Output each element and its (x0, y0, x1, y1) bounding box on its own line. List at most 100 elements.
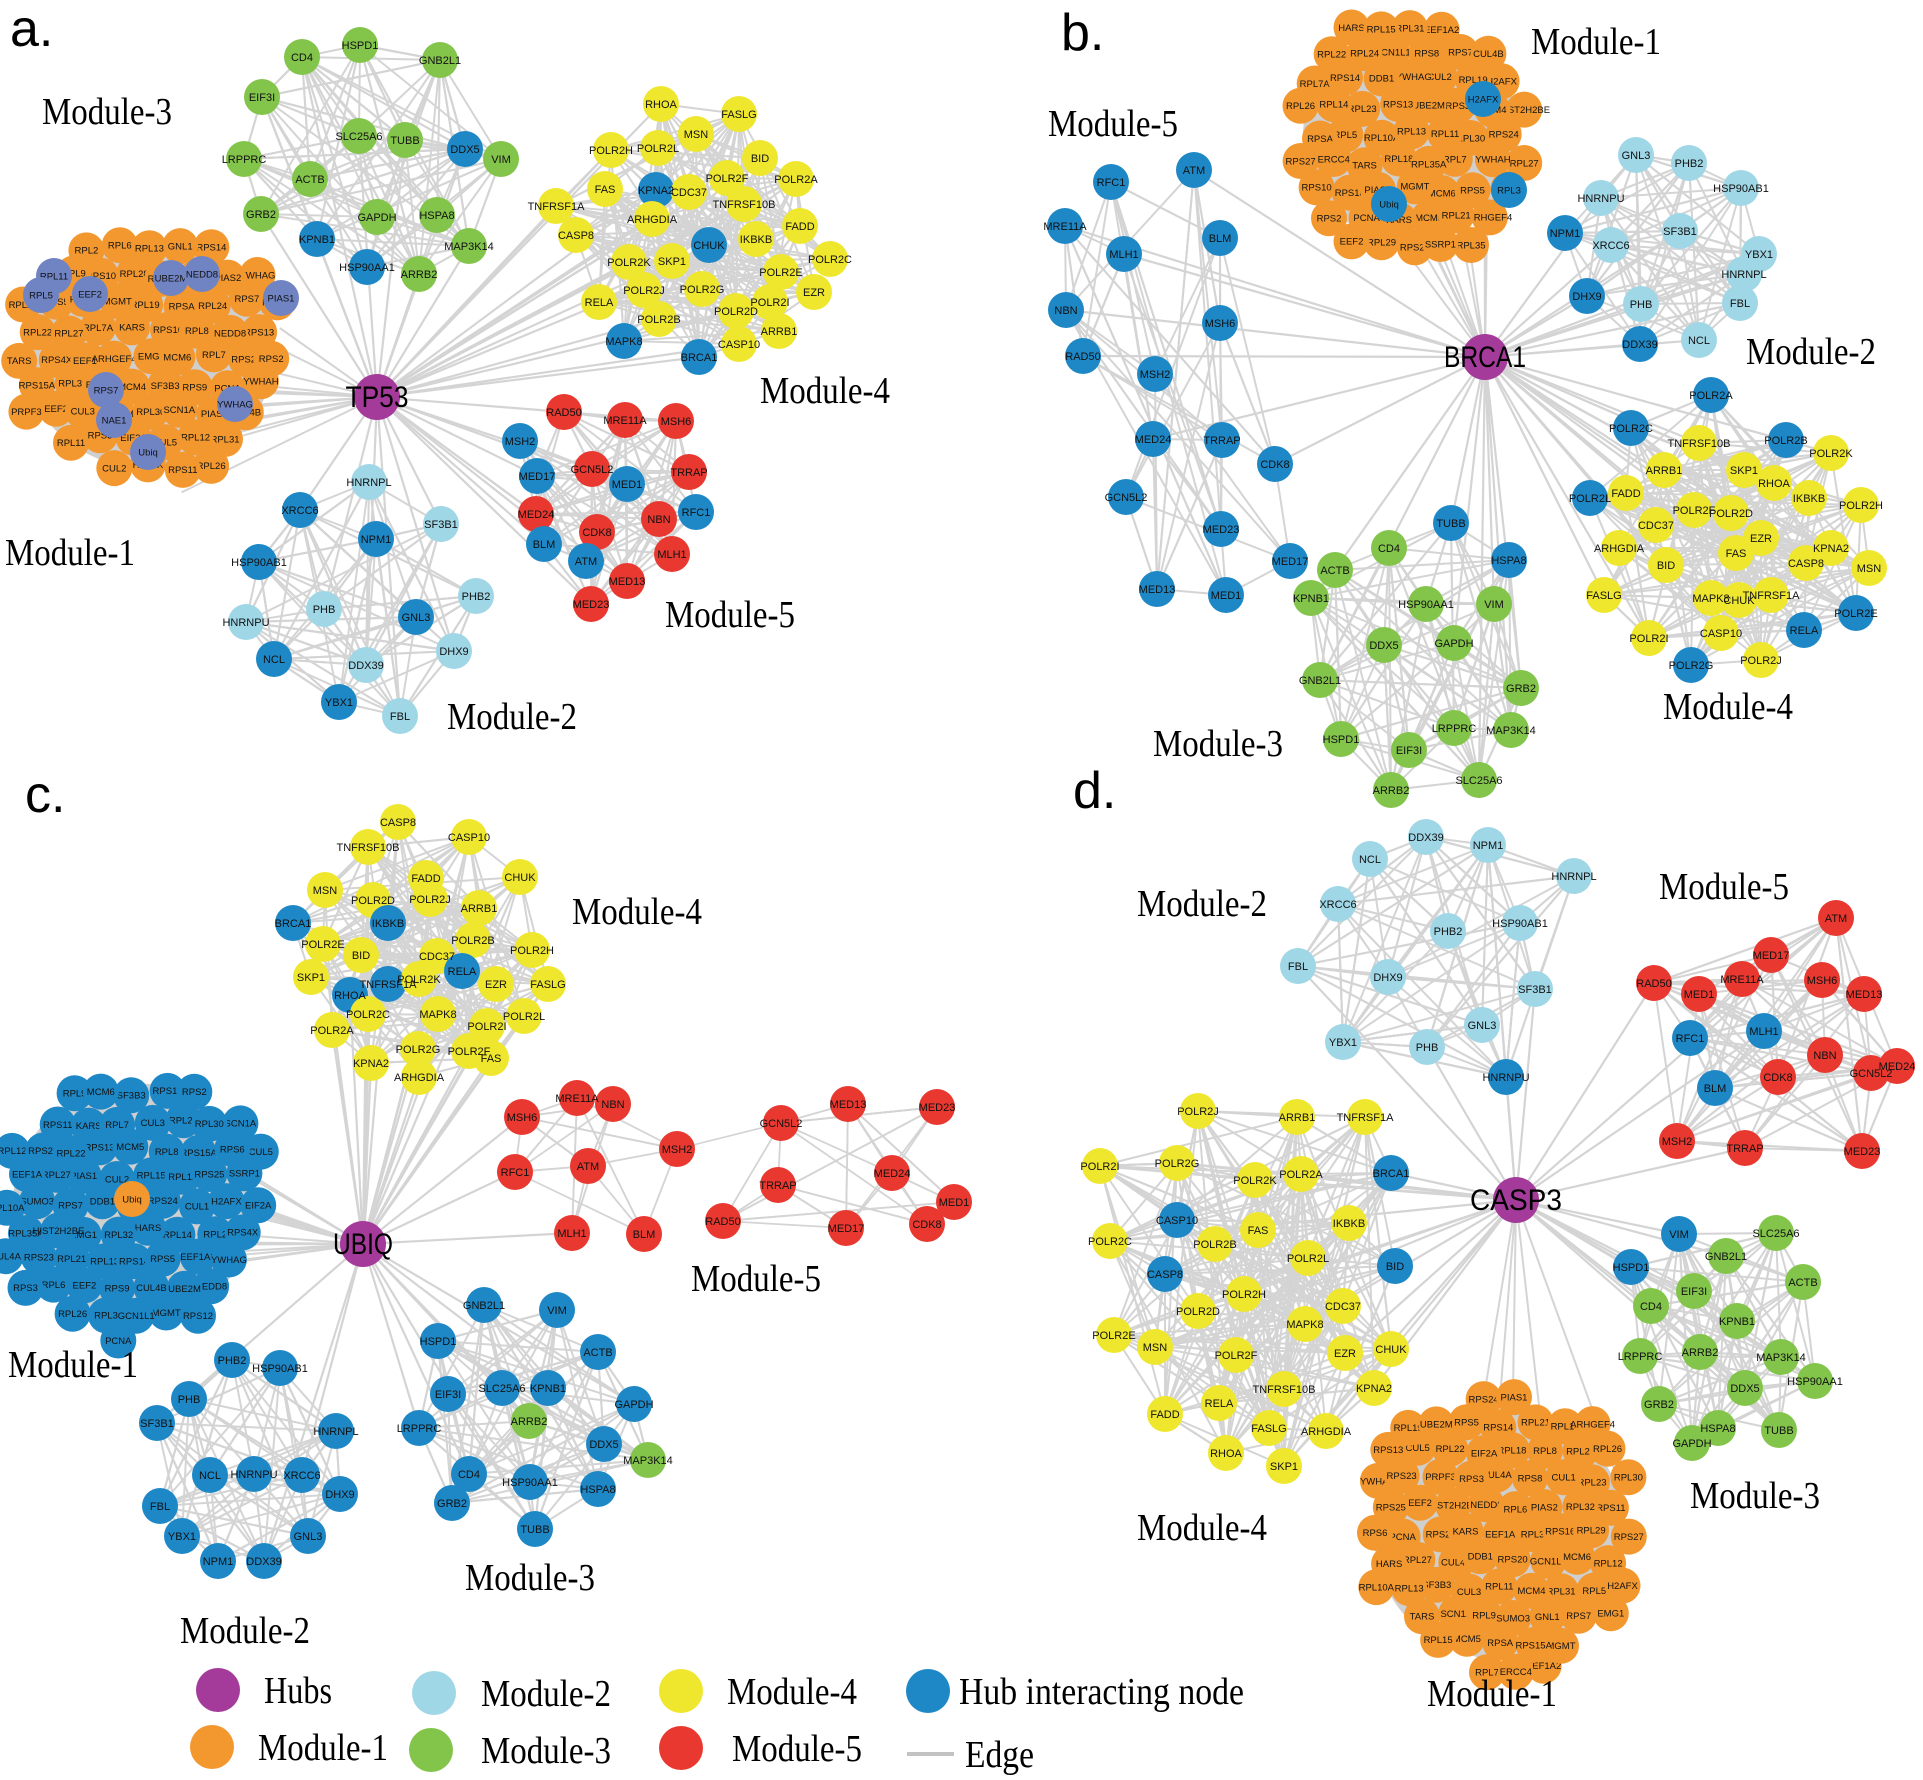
svg-text:KPNA2: KPNA2 (1356, 1383, 1392, 1395)
svg-text:MAPK8: MAPK8 (1692, 593, 1729, 605)
svg-text:RPL7: RPL7 (1443, 154, 1467, 165)
svg-text:ARRB2: ARRB2 (1373, 785, 1410, 797)
svg-text:CASP10: CASP10 (1156, 1215, 1198, 1227)
svg-text:POLR2H: POLR2H (1839, 500, 1883, 512)
svg-text:MED13: MED13 (1139, 584, 1176, 596)
svg-text:HSPA8: HSPA8 (580, 1484, 615, 1496)
svg-text:RPL11: RPL11 (40, 271, 68, 282)
svg-text:GNL1: GNL1 (168, 242, 193, 253)
svg-text:GCN1L1: GCN1L1 (1374, 48, 1411, 59)
svg-text:NBN: NBN (1054, 305, 1077, 317)
svg-text:MGMT: MGMT (152, 1308, 181, 1319)
svg-text:KPNA2: KPNA2 (353, 1058, 389, 1070)
svg-text:CUL4A: CUL4A (0, 1252, 22, 1263)
svg-text:YWHAH: YWHAH (243, 377, 279, 388)
svg-text:RPS10: RPS10 (1302, 183, 1332, 194)
svg-text:SLC25A6: SLC25A6 (1752, 1228, 1799, 1240)
svg-text:POLR2C: POLR2C (346, 1009, 390, 1021)
svg-text:TNFRSF10B: TNFRSF10B (337, 842, 400, 854)
svg-text:CUL4B: CUL4B (1441, 1558, 1472, 1569)
svg-text:DDB1: DDB1 (90, 1197, 115, 1208)
svg-text:Module-5: Module-5 (1659, 866, 1789, 908)
svg-text:Module-1: Module-1 (5, 532, 135, 574)
svg-text:MED23: MED23 (1203, 524, 1240, 536)
svg-text:FADD: FADD (411, 873, 440, 885)
svg-text:FADD: FADD (785, 221, 814, 233)
svg-text:EEF1A2: EEF1A2 (180, 1252, 215, 1263)
svg-text:POLR2G: POLR2G (1669, 660, 1714, 672)
svg-text:RPL6: RPL6 (1504, 1505, 1528, 1516)
svg-text:RPS23: RPS23 (24, 1253, 54, 1264)
svg-text:RPS8: RPS8 (1414, 49, 1439, 60)
svg-text:d.: d. (1073, 762, 1116, 820)
svg-text:PHB2: PHB2 (1675, 158, 1704, 170)
svg-text:HARS: HARS (1376, 1559, 1402, 1570)
svg-text:CDK8: CDK8 (1763, 1072, 1792, 1084)
svg-text:UBIQ: UBIQ (333, 1228, 393, 1261)
svg-text:UBE2M: UBE2M (1420, 1420, 1453, 1431)
svg-text:EIF2A: EIF2A (120, 433, 147, 444)
svg-text:LRPPRC: LRPPRC (1618, 1351, 1663, 1363)
svg-text:PHB: PHB (1416, 1042, 1439, 1054)
svg-text:RPL31: RPL31 (1546, 1587, 1575, 1598)
svg-text:Hub interacting node: Hub interacting node (959, 1671, 1244, 1713)
svg-text:TARS: TARS (1410, 1612, 1435, 1623)
svg-text:TNFRSF1A: TNFRSF1A (528, 201, 586, 213)
svg-text:RPL2: RPL2 (203, 1230, 227, 1241)
svg-text:MCM5: MCM5 (1415, 213, 1443, 224)
svg-text:GNB2L1: GNB2L1 (463, 1300, 505, 1312)
svg-text:POLR2D: POLR2D (351, 895, 395, 907)
svg-text:RPS20: RPS20 (28, 1146, 58, 1157)
svg-text:TRRAP: TRRAP (1203, 435, 1240, 447)
svg-text:KPNB1: KPNB1 (299, 234, 335, 246)
svg-text:Module-4: Module-4 (727, 1671, 857, 1713)
svg-text:POLR2J: POLR2J (623, 285, 665, 297)
svg-text:SKP1: SKP1 (297, 972, 325, 984)
svg-text:GAPDH: GAPDH (1672, 1438, 1711, 1450)
svg-text:IKBKB: IKBKB (1793, 493, 1825, 505)
svg-text:RPS16: RPS16 (153, 325, 183, 336)
svg-text:RFC1: RFC1 (682, 507, 711, 519)
svg-text:POLR2F: POLR2F (1673, 505, 1716, 517)
svg-text:RPS3: RPS3 (13, 1283, 38, 1294)
svg-text:Module-2: Module-2 (180, 1610, 310, 1652)
svg-text:RPL27: RPL27 (54, 329, 83, 340)
svg-text:RELA: RELA (448, 966, 477, 978)
svg-text:CASP8: CASP8 (1147, 1269, 1183, 1281)
svg-text:RPL22: RPL22 (1317, 50, 1346, 61)
svg-text:POLR2H: POLR2H (510, 945, 554, 957)
svg-text:MCM5: MCM5 (1453, 1634, 1481, 1645)
svg-text:RPL12: RPL12 (1594, 1558, 1623, 1569)
svg-text:RFC1: RFC1 (501, 1167, 530, 1179)
svg-text:EZR: EZR (1334, 1348, 1356, 1360)
svg-text:TNFRSF1A: TNFRSF1A (1337, 1112, 1395, 1124)
svg-text:MSN: MSN (1857, 563, 1882, 575)
svg-text:YBX1: YBX1 (1745, 249, 1773, 261)
svg-text:HSP90AB1: HSP90AB1 (231, 557, 287, 569)
svg-text:MSN: MSN (684, 129, 709, 141)
svg-text:RPL3: RPL3 (94, 1311, 118, 1322)
svg-text:ARHGEF4: ARHGEF4 (1467, 213, 1512, 224)
svg-text:RPL14: RPL14 (1551, 1422, 1580, 1433)
svg-text:RPL26: RPL26 (1286, 101, 1315, 112)
svg-text:CD4: CD4 (291, 52, 313, 64)
svg-text:GRB2: GRB2 (437, 1498, 467, 1510)
svg-text:EIF2A: EIF2A (1471, 1448, 1498, 1459)
svg-text:RPS2: RPS2 (182, 1087, 207, 1098)
svg-text:RPS13: RPS13 (84, 1143, 114, 1154)
svg-text:TARS: TARS (1352, 161, 1377, 172)
svg-text:EMG1: EMG1 (138, 352, 165, 363)
svg-text:POLR2B: POLR2B (451, 935, 494, 947)
svg-text:NPM1: NPM1 (1550, 228, 1581, 240)
svg-text:ARRB2: ARRB2 (401, 269, 438, 281)
svg-text:ARHGEF4: ARHGEF4 (92, 354, 137, 365)
svg-text:YWHAH: YWHAH (1475, 155, 1511, 166)
svg-text:RPL12: RPL12 (181, 433, 210, 444)
svg-text:POLR2I: POLR2I (1080, 1161, 1119, 1173)
svg-text:MED24: MED24 (518, 509, 555, 521)
svg-text:CASP8: CASP8 (558, 230, 594, 242)
svg-text:SLC25A6: SLC25A6 (1455, 775, 1502, 787)
svg-text:POLR2I: POLR2I (750, 297, 789, 309)
svg-text:CASP10: CASP10 (448, 832, 490, 844)
svg-text:FASLG: FASLG (1586, 590, 1621, 602)
